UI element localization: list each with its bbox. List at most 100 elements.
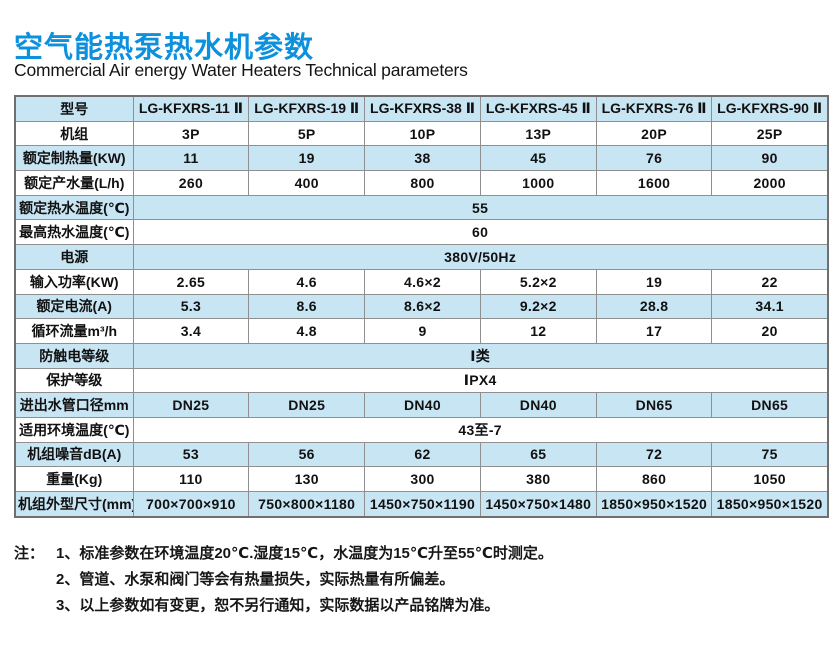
value-cell: 1850×950×1520 — [711, 490, 829, 518]
note-prefix-spacer — [14, 567, 56, 593]
value-cell: 9 — [364, 318, 481, 344]
value-cell: 1000 — [479, 170, 597, 196]
value-cell: 2.65 — [132, 268, 250, 295]
value-cell: 72 — [595, 441, 713, 468]
table-row: 输入功率(KW) 2.65 4.6 4.6×2 5.2×2 19 22 — [14, 268, 829, 295]
row-label: 额定制热量(KW) — [14, 145, 134, 172]
parameters-table-body: 型号 LG-KFXRS-11 Ⅱ LG-KFXRS-19 Ⅱ LG-KFXRS-38 … — [14, 95, 829, 518]
page-title: 空气能热泵热水机参数 — [14, 32, 315, 64]
value-cell: 1850×950×1520 — [595, 490, 713, 518]
row-label: 防触电等级 — [14, 342, 134, 369]
value-cell: 11 — [132, 145, 250, 172]
value-cell: 130 — [248, 466, 366, 492]
row-label: 循环流量m³/h — [14, 318, 134, 344]
row-label: 机组噪音dB(A) — [14, 441, 134, 468]
value-cell: DN40 — [364, 392, 481, 418]
value-cell: 260 — [132, 170, 250, 196]
table-row: 保护等级 ⅠPX4 — [14, 367, 829, 394]
row-label: 输入功率(KW) — [14, 268, 134, 295]
value-cell: DN40 — [479, 392, 597, 418]
row-label: 保护等级 — [14, 367, 134, 394]
page-subtitle: Commercial Air energy Water Heaters Tech… — [14, 60, 468, 80]
header-model-name: LG-KFXRS-11 Ⅱ — [132, 95, 250, 122]
value-cell: DN65 — [711, 392, 829, 418]
table-row: 重量(Kg) 110 130 300 380 860 1050 — [14, 466, 829, 492]
value-cell: 5.3 — [132, 293, 250, 320]
value-cell: 53 — [132, 441, 250, 468]
value-cell: 17 — [595, 318, 713, 344]
value-cell: 75 — [711, 441, 829, 468]
value-cell: 62 — [364, 441, 481, 468]
table-row: 适用环境温度(℃) 43至-7 — [14, 416, 829, 443]
row-label: 进出水管口径mm — [14, 392, 134, 418]
note-text: 1、标准参数在环境温度20℃.湿度15℃，水温度为15℃升至55℃时测定。 — [56, 545, 553, 562]
row-label: 适用环境温度(℃) — [14, 416, 134, 443]
row-label: 最高热水温度(℃) — [14, 219, 134, 246]
table-row: 额定热水温度(℃) 55 — [14, 194, 829, 221]
row-label: 机组 — [14, 120, 134, 147]
table-row: 机组噪音dB(A) 53 56 62 65 72 75 — [14, 441, 829, 468]
header-model-name: LG-KFXRS-19 Ⅱ — [248, 95, 366, 122]
value-cell: 380 — [479, 466, 597, 492]
value-cell: 4.6 — [248, 268, 366, 295]
table-row: 机组外型尺寸(mm) 700×700×910 750×800×1180 1450×75… — [14, 490, 829, 518]
table-row: 电源 380V/50Hz — [14, 244, 829, 270]
header-model-name: LG-KFXRS-76 Ⅱ — [595, 95, 713, 122]
note-text: 3、以上参数如有变更，恕不另行通知，实际数据以产品铭牌为准。 — [56, 597, 500, 614]
value-cell: 8.6 — [248, 293, 366, 320]
value-cell: DN65 — [595, 392, 713, 418]
merged-value-cell: 60 — [132, 219, 829, 246]
value-cell: 3P — [132, 120, 250, 147]
row-label: 电源 — [14, 244, 134, 270]
value-cell: 45 — [479, 145, 597, 172]
row-label: 机组外型尺寸(mm) — [14, 490, 134, 518]
value-cell: DN25 — [248, 392, 366, 418]
row-label: 重量(Kg) — [14, 466, 134, 492]
value-cell: 34.1 — [711, 293, 829, 320]
note-prefix: 注： — [14, 545, 45, 562]
table-row: 机组 3P 5P 10P 13P 20P 25P — [14, 120, 829, 147]
value-cell: 4.6×2 — [364, 268, 481, 295]
value-cell: 9.2×2 — [479, 293, 597, 320]
merged-value-cell: Ⅰ类 — [132, 342, 829, 369]
header-model-name: LG-KFXRS-90 Ⅱ — [711, 95, 829, 122]
value-cell: 76 — [595, 145, 713, 172]
value-cell: DN25 — [132, 392, 250, 418]
note-line: 3、以上参数如有变更，恕不另行通知，实际数据以产品铭牌为准。 — [14, 593, 553, 619]
value-cell: 10P — [364, 120, 481, 147]
header-model-name: LG-KFXRS-38 Ⅱ — [364, 95, 481, 122]
value-cell: 400 — [248, 170, 366, 196]
value-cell: 1600 — [595, 170, 713, 196]
value-cell: 28.8 — [595, 293, 713, 320]
value-cell: 22 — [711, 268, 829, 295]
table-row: 额定电流(A) 5.3 8.6 8.6×2 9.2×2 28.8 34.1 — [14, 293, 829, 320]
value-cell: 12 — [479, 318, 597, 344]
value-cell: 4.8 — [248, 318, 366, 344]
value-cell: 20P — [595, 120, 713, 147]
merged-value-cell: ⅠPX4 — [132, 367, 829, 394]
note-line: 2、管道、水泵和阀门等会有热量损失，实际热量有所偏差。 — [14, 567, 553, 593]
value-cell: 1450×750×1190 — [364, 490, 481, 518]
note-line: 注： 1、标准参数在环境温度20℃.湿度15℃，水温度为15℃升至55℃时测定。 — [14, 541, 553, 567]
row-label: 额定热水温度(℃) — [14, 194, 134, 221]
value-cell: 19 — [595, 268, 713, 295]
header-model-name: LG-KFXRS-45 Ⅱ — [479, 95, 597, 122]
value-cell: 56 — [248, 441, 366, 468]
value-cell: 20 — [711, 318, 829, 344]
table-row: 最高热水温度(℃) 60 — [14, 219, 829, 246]
table-row: 额定制热量(KW) 11 19 38 45 76 90 — [14, 145, 829, 172]
footnotes: 注： 1、标准参数在环境温度20℃.湿度15℃，水温度为15℃升至55℃时测定。… — [14, 541, 553, 619]
table-row: 额定产水量(L/h) 260 400 800 1000 1600 2000 — [14, 170, 829, 196]
value-cell: 38 — [364, 145, 481, 172]
merged-value-cell: 55 — [132, 194, 829, 221]
row-label: 额定电流(A) — [14, 293, 134, 320]
value-cell: 5.2×2 — [479, 268, 597, 295]
header-model-label: 型号 — [14, 95, 134, 122]
value-cell: 65 — [479, 441, 597, 468]
value-cell: 19 — [248, 145, 366, 172]
note-text: 2、管道、水泵和阀门等会有热量损失，实际热量有所偏差。 — [56, 571, 455, 588]
value-cell: 2000 — [711, 170, 829, 196]
value-cell: 3.4 — [132, 318, 250, 344]
value-cell: 800 — [364, 170, 481, 196]
merged-value-cell: 380V/50Hz — [132, 244, 829, 270]
